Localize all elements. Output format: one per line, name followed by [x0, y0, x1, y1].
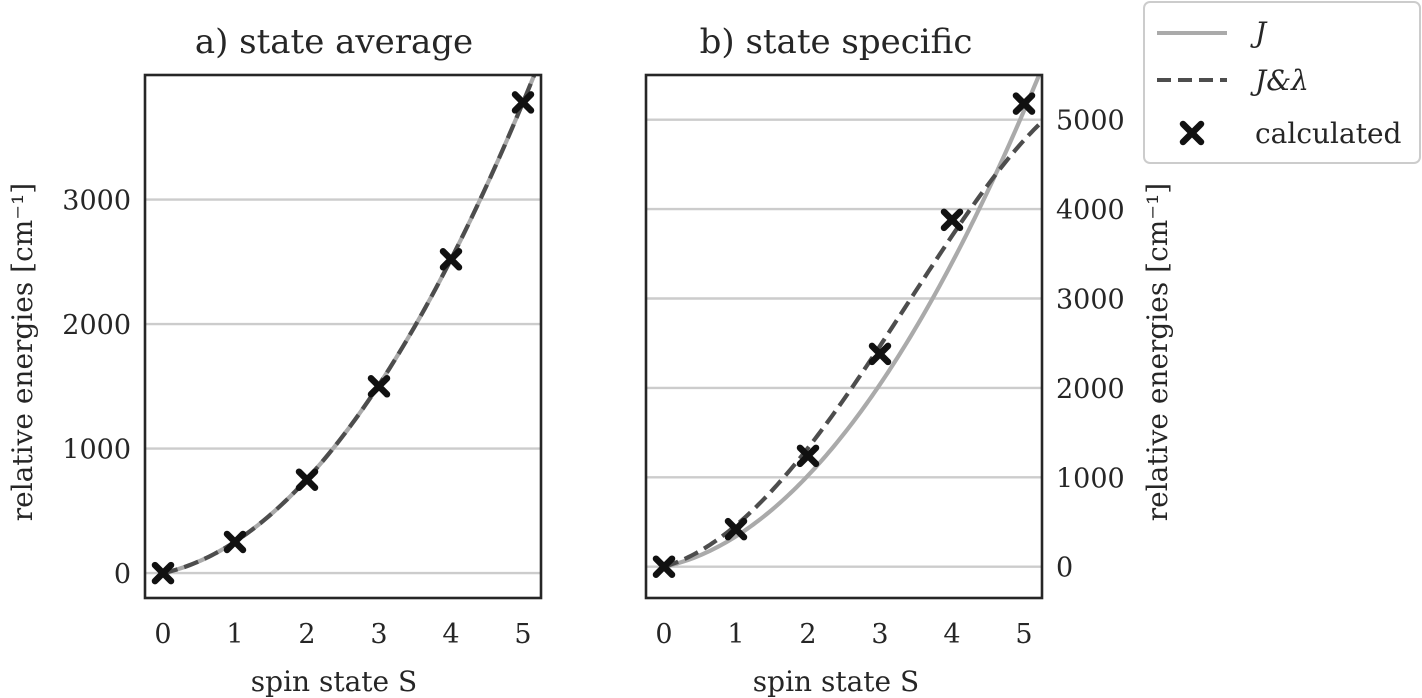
y-tick-label: 2000: [62, 310, 131, 341]
legend-label-J-lambda: J&λ: [1250, 64, 1309, 97]
y-tick-label: 3000: [62, 186, 131, 217]
data-point: [367, 375, 391, 398]
x-tick-label: 2: [298, 619, 315, 650]
y-tick-label: 1000: [1056, 463, 1125, 494]
plot-frame: [143, 73, 543, 600]
x-tick-label: 5: [514, 619, 531, 650]
x-tick-label: 4: [442, 619, 459, 650]
data-point: [796, 444, 820, 468]
y-tick-label: 1000: [62, 435, 131, 466]
plot-frame: [644, 73, 1044, 600]
legend-label-J: J: [1250, 16, 1268, 49]
data-point: [940, 208, 964, 232]
x-tick-label: 1: [727, 619, 744, 650]
x-axis-label: spin state S: [753, 665, 919, 698]
y-tick-label: 4000: [1056, 195, 1125, 226]
data-point: [223, 530, 247, 554]
legend-box: [1143, 1, 1421, 164]
y-tick-label: 0: [1056, 553, 1073, 584]
legend-swatch-calculated: [1179, 120, 1205, 146]
panel-state-specific: b) state specific 0 1000 2000 3000 4000 5000 0…: [644, 22, 1174, 698]
x-tick-label: 0: [154, 619, 171, 650]
panel-title: b) state specific: [700, 22, 973, 62]
y-axis-label: relative energies [cm⁻¹]: [6, 183, 39, 521]
y-tick-label: 2000: [1056, 374, 1125, 405]
series-line-J_lambda: [663, 120, 1042, 569]
series-line-J: [663, 75, 1042, 569]
data-point: [652, 555, 676, 578]
x-tick-label: 5: [1015, 619, 1032, 650]
y-tick-label: 0: [114, 559, 131, 590]
series-line-J_lambda: [162, 75, 537, 576]
y-tick-label: 5000: [1056, 106, 1125, 137]
data-point: [295, 468, 319, 491]
panel-state-average: a) state average 0 1000 2000 3000 0 1 2 3 4 5 spi…: [6, 22, 543, 698]
x-axis-label: spin state S: [251, 665, 417, 698]
data-point: [439, 248, 463, 271]
x-tick-label: 3: [871, 619, 888, 650]
data-point: [1012, 92, 1036, 115]
data-point: [868, 342, 892, 366]
y-tick-label: 3000: [1056, 285, 1125, 316]
data-point: [151, 561, 175, 585]
legend: J J&λ calculated: [1143, 1, 1421, 164]
legend-label-calculated: calculated: [1255, 117, 1402, 150]
x-tick-label: 4: [943, 619, 960, 650]
x-tick-label: 3: [370, 619, 387, 650]
data-point: [724, 517, 748, 541]
x-tick-label: 1: [226, 619, 243, 650]
y-axis-label: relative energies [cm⁻¹]: [1141, 183, 1174, 521]
series-line-J: [162, 75, 537, 576]
x-tick-label: 2: [799, 619, 816, 650]
data-point: [511, 91, 535, 114]
x-tick-label: 0: [655, 619, 672, 650]
panel-title: a) state average: [195, 22, 473, 62]
